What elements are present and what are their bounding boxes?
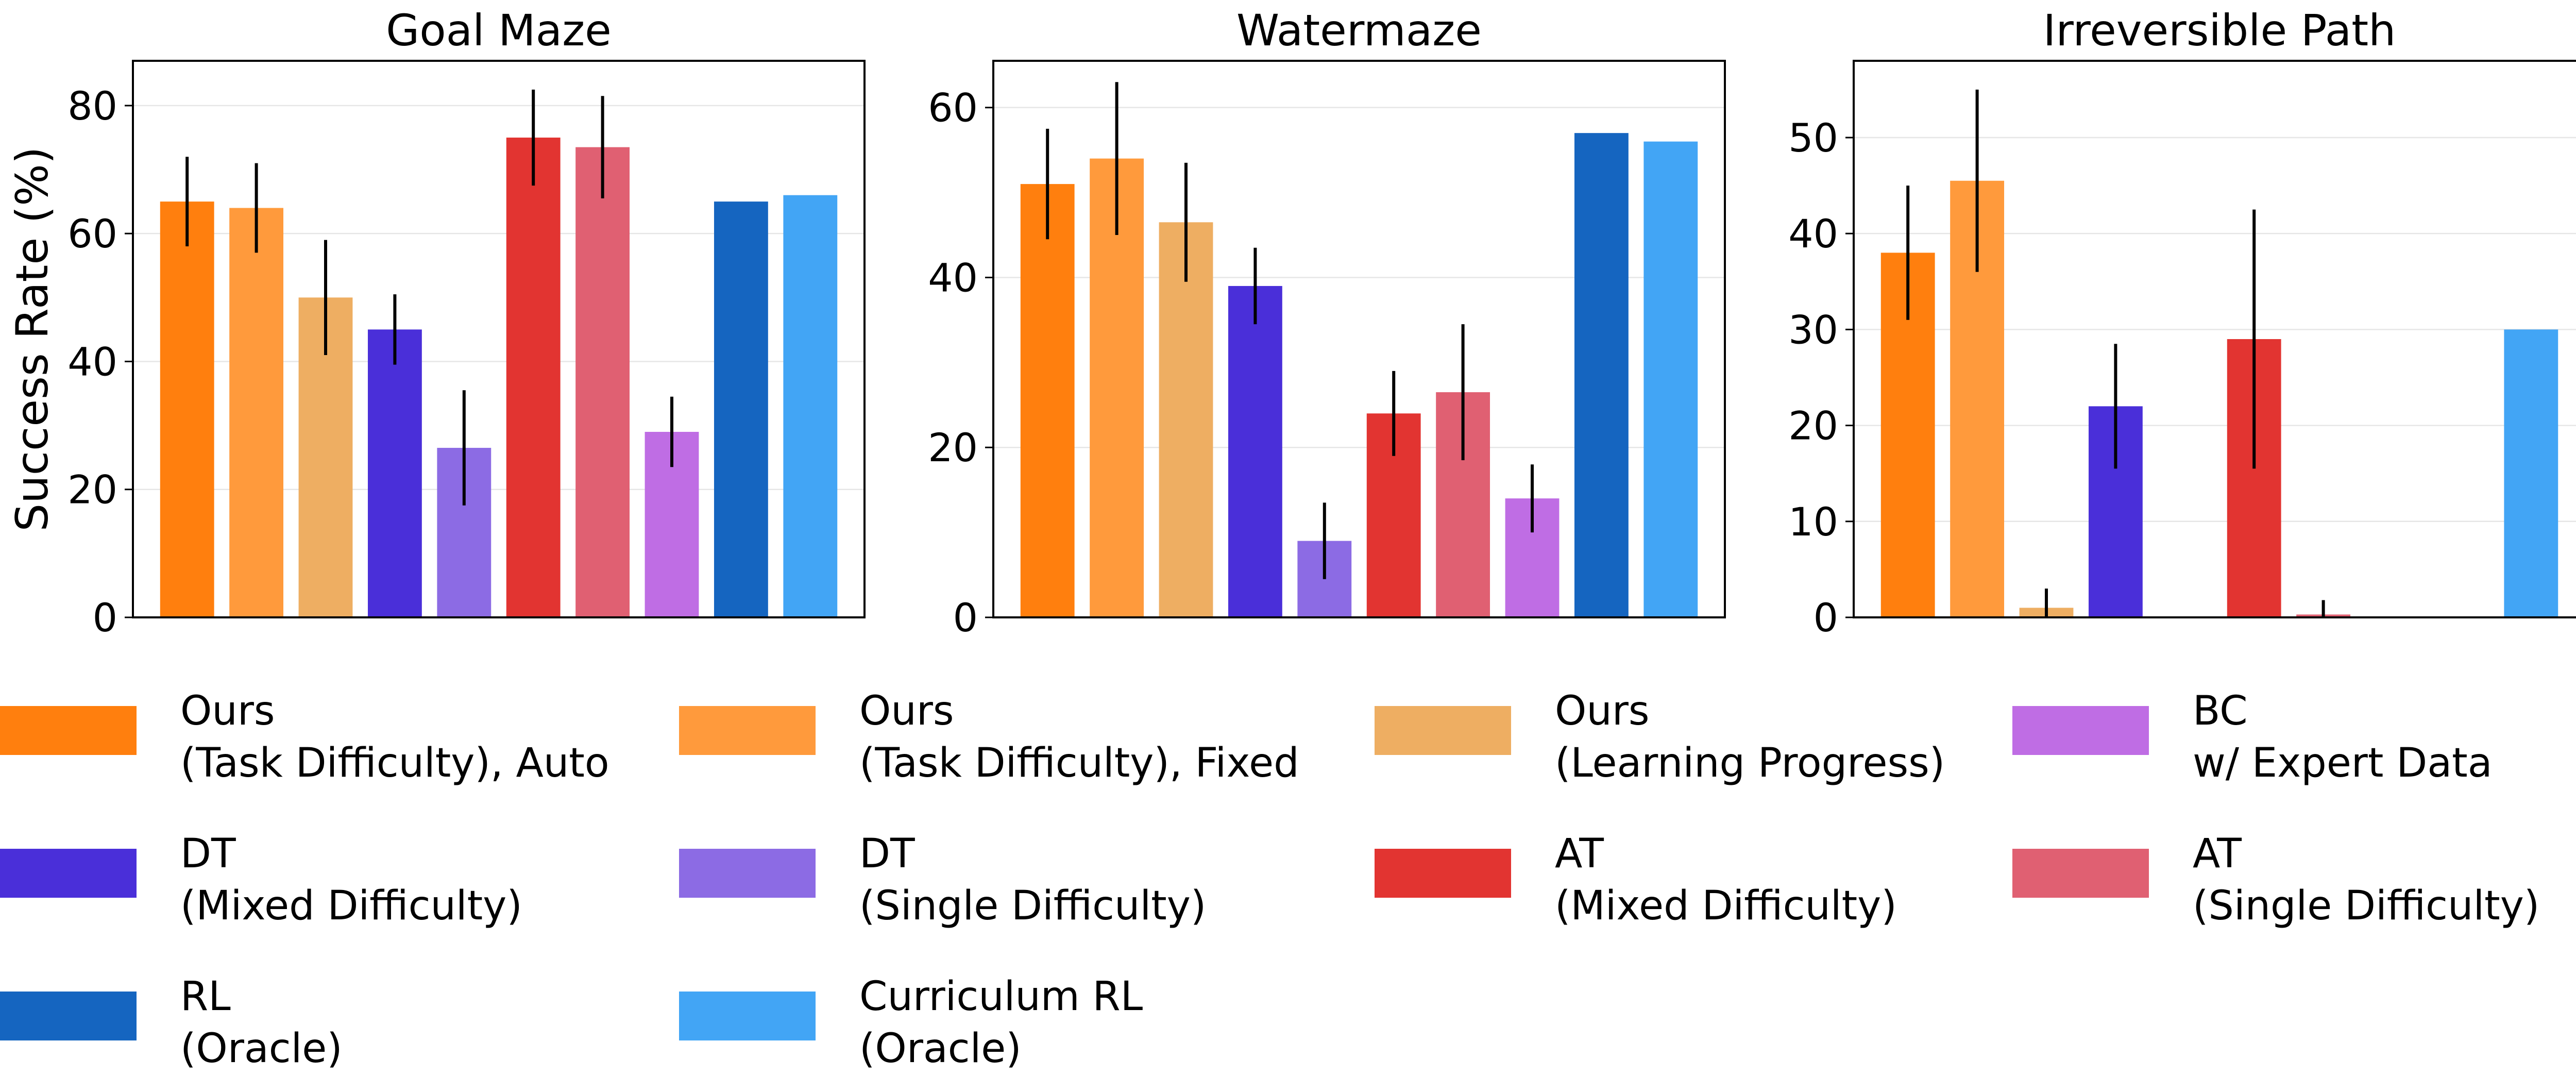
- bar: [506, 137, 561, 617]
- legend-label-line2: (Task Difficulty), Fixed: [859, 740, 1299, 786]
- y-tick-label: 80: [67, 83, 117, 129]
- legend-label-line1: AT: [2193, 831, 2242, 877]
- legend-item: Ours (Learning Progress): [1375, 685, 1945, 790]
- legend: Ours (Task Difficulty), Auto Ours (Task …: [0, 685, 2576, 1072]
- bar: [1228, 285, 1282, 617]
- legend-label-line1: RL: [180, 973, 231, 1020]
- legend-swatch: [1375, 849, 1511, 898]
- bar: [229, 208, 284, 618]
- legend-label-line2: (Mixed Difficulty): [1555, 883, 1897, 929]
- legend-label: AT (Mixed Difficulty): [1555, 828, 1897, 932]
- legend-item: Ours (Task Difficulty), Fixed: [679, 685, 1299, 790]
- legend-item: BC w/ Expert Data: [2012, 685, 2493, 790]
- legend-item: AT (Single Difficulty): [2012, 828, 2539, 932]
- legend-label-line2: (Single Difficulty): [859, 883, 1207, 929]
- legend-label-line2: (Learning Progress): [1555, 740, 1945, 786]
- legend-item: Curriculum RL (Oracle): [679, 971, 1143, 1075]
- y-tick-label: 60: [67, 211, 117, 257]
- bar: [1643, 141, 1698, 617]
- y-tick-label: 30: [1788, 307, 1838, 352]
- bar: [714, 201, 768, 617]
- legend-label-line2: (Mixed Difficulty): [180, 883, 522, 929]
- legend-label: BC w/ Expert Data: [2193, 685, 2493, 790]
- chart-panel: 0 10 20 30 40 50 Irreversible Path: [1788, 5, 2576, 641]
- legend-swatch: [679, 992, 816, 1040]
- y-tick-label: 20: [1788, 403, 1838, 449]
- chart-title: Watermaze: [1236, 5, 1482, 56]
- y-tick-label: 60: [928, 85, 978, 131]
- bar: [367, 329, 422, 617]
- legend-label-line1: Curriculum RL: [859, 973, 1143, 1020]
- y-tick-label: 20: [928, 425, 978, 471]
- y-tick-label: 40: [928, 255, 978, 300]
- legend-label: Ours (Task Difficulty), Auto: [180, 685, 609, 790]
- y-tick-label: 10: [1788, 499, 1838, 545]
- legend-label-line2: (Oracle): [859, 1026, 1022, 1072]
- legend-label-line1: Ours: [859, 688, 954, 734]
- y-axis-label: Success Rate (%): [7, 147, 58, 532]
- y-tick-label: 40: [67, 339, 117, 384]
- bar: [1159, 222, 1213, 617]
- y-tick-label: 0: [93, 595, 117, 641]
- y-tick-label: 0: [953, 595, 978, 641]
- bar: [1020, 184, 1075, 617]
- legend-swatch: [1375, 706, 1511, 755]
- legend-label: Ours (Learning Progress): [1555, 685, 1945, 790]
- legend-item: DT (Single Difficulty): [679, 828, 1206, 932]
- y-tick-label: 50: [1788, 115, 1838, 161]
- legend-swatch: [2012, 706, 2149, 755]
- legend-swatch: [679, 706, 816, 755]
- bar: [2504, 329, 2558, 617]
- legend-label: Ours (Task Difficulty), Fixed: [859, 685, 1299, 790]
- y-tick-label: 40: [1788, 211, 1838, 257]
- legend-swatch: [0, 992, 137, 1040]
- legend-label: AT (Single Difficulty): [2193, 828, 2539, 932]
- legend-label: DT (Mixed Difficulty): [180, 828, 522, 932]
- legend-label-line1: DT: [859, 831, 915, 877]
- legend-swatch: [2012, 849, 2149, 898]
- chart-panel: 0 20 40 60 80 Goal Maze Success Rate (%): [7, 5, 866, 641]
- legend-label: DT (Single Difficulty): [859, 828, 1206, 932]
- legend-swatch: [0, 706, 137, 755]
- legend-label-line1: Ours: [1555, 688, 1650, 734]
- legend-label-line2: (Task Difficulty), Auto: [180, 740, 609, 786]
- legend-label-line1: AT: [1555, 831, 1604, 877]
- legend-label-line1: DT: [180, 831, 236, 877]
- bar: [575, 147, 630, 618]
- legend-label-line1: BC: [2193, 688, 2248, 734]
- chart-title: Irreversible Path: [2043, 5, 2396, 56]
- bar: [783, 195, 838, 617]
- legend-swatch: [0, 849, 137, 898]
- plot-frame: [132, 60, 866, 618]
- bar: [1574, 133, 1629, 617]
- legend-swatch: [679, 849, 816, 898]
- chart-title: Goal Maze: [386, 5, 612, 56]
- legend-label: Curriculum RL (Oracle): [859, 971, 1143, 1075]
- plot-frame: [1853, 60, 2576, 618]
- plot-frame: [992, 60, 1726, 618]
- legend-label-line1: Ours: [180, 688, 275, 734]
- y-tick-label: 20: [67, 467, 117, 513]
- legend-label: RL (Oracle): [180, 971, 343, 1075]
- legend-item: Ours (Task Difficulty), Auto: [0, 685, 609, 790]
- legend-label-line2: (Single Difficulty): [2193, 883, 2540, 929]
- legend-label-line2: w/ Expert Data: [2193, 740, 2493, 786]
- legend-item: RL (Oracle): [0, 971, 343, 1075]
- legend-item: AT (Mixed Difficulty): [1375, 828, 1897, 932]
- y-tick-label: 0: [1814, 595, 1838, 641]
- chart-panel: 0 20 40 60 Watermaze: [928, 5, 1726, 641]
- bar: [160, 201, 214, 617]
- legend-label-line2: (Oracle): [180, 1026, 343, 1072]
- legend-item: DT (Mixed Difficulty): [0, 828, 522, 932]
